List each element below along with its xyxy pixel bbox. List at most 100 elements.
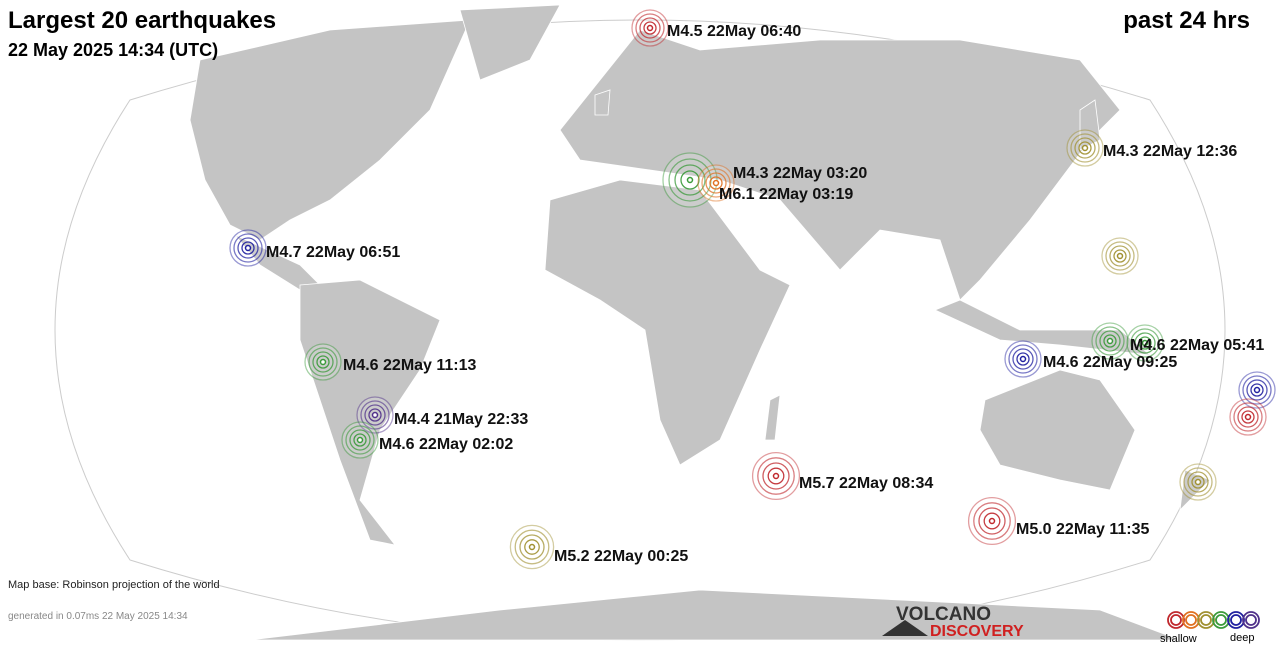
legend-ring — [1182, 611, 1200, 629]
quake-label: M4.6 22May 09:25 — [1043, 354, 1177, 371]
quake-label: M4.6 22May 02:02 — [379, 436, 513, 453]
quake-ring — [368, 408, 382, 422]
quake-ring — [1233, 402, 1263, 432]
legend-ring — [1242, 611, 1260, 629]
logo-line1: VOLCANO — [896, 604, 991, 625]
quake-ring — [1008, 344, 1038, 374]
quake-label: M5.0 22May 11:35 — [1016, 521, 1150, 538]
quake-center — [1116, 252, 1124, 260]
subtitle: 22 May 2025 14:34 (UTC) — [8, 40, 218, 60]
quake-label: M4.7 22May 06:51 — [266, 244, 400, 261]
quake-ring — [1099, 330, 1121, 352]
quake-ring — [1241, 410, 1255, 424]
legend-ring — [1230, 614, 1242, 626]
quake-ring — [1237, 406, 1259, 428]
quake-ring — [1134, 332, 1156, 354]
legend-ring — [1197, 611, 1215, 629]
quake-ring — [241, 241, 255, 255]
quake-ring — [233, 233, 263, 263]
quake-ring — [1187, 471, 1209, 493]
quake-label: M5.7 22May 08:34 — [799, 475, 933, 492]
quake-ring — [524, 539, 540, 555]
quake-ring — [237, 237, 259, 259]
quake-center — [712, 179, 720, 187]
quake-center — [1019, 355, 1027, 363]
quake-ring — [519, 534, 545, 560]
quake-ring — [1070, 133, 1100, 163]
quake-ring — [709, 176, 723, 190]
quake-label: M4.5 22May 06:40 — [667, 23, 801, 40]
quake-ring — [1109, 245, 1131, 267]
quake-ring — [353, 433, 367, 447]
quake-ring — [1103, 334, 1117, 348]
quake-ring — [635, 13, 665, 43]
quake-center — [528, 543, 536, 551]
quake-ring — [345, 425, 375, 455]
quake-ring — [1130, 328, 1160, 358]
quake-center — [244, 244, 252, 252]
quake-ring — [1183, 467, 1213, 497]
quake-ring — [1078, 141, 1092, 155]
landmasses — [189, 4, 1211, 641]
quake-center — [371, 411, 379, 419]
quake-center — [1194, 478, 1202, 486]
quake-ring — [643, 21, 657, 35]
quake-ring — [312, 351, 334, 373]
quake-center — [319, 358, 327, 366]
quake-label: M5.2 22May 00:25 — [554, 548, 688, 565]
quake-ring — [1105, 241, 1135, 271]
legend-shallow: shallow — [1160, 633, 1197, 645]
quake-ring — [701, 168, 731, 198]
quake-ring — [364, 404, 386, 426]
legend-ring — [1245, 614, 1257, 626]
quake-ring — [349, 429, 371, 451]
quake-ring — [308, 347, 338, 377]
quake-ring — [757, 457, 795, 495]
legend-ring — [1200, 614, 1212, 626]
legend-ring — [1167, 611, 1185, 629]
quake-ring — [1250, 383, 1264, 397]
quake-ring — [767, 467, 785, 485]
quake-ring — [1138, 336, 1152, 350]
quake-label: M4.4 21May 22:33 — [394, 411, 528, 428]
quake-center — [772, 472, 780, 480]
quake-center — [686, 176, 694, 184]
quake-center — [1106, 337, 1114, 345]
quake-ring — [360, 400, 390, 430]
generated-note: generated in 0.07ms 22 May 2025 14:34 — [8, 611, 188, 622]
legend-ring — [1185, 614, 1197, 626]
quake-ring — [316, 355, 330, 369]
quake-label: M4.3 22May 03:20 — [733, 165, 867, 182]
quake-center — [1141, 339, 1149, 347]
quake-label: M6.1 22May 03:19 — [719, 186, 853, 203]
logo-line2: DISCOVERY — [930, 623, 1024, 640]
quake-ring — [983, 512, 1001, 530]
quake-ring — [1012, 348, 1034, 370]
quake-ring — [1095, 326, 1125, 356]
logo: VOLCANO DISCOVERY — [882, 604, 1024, 640]
quake-center — [988, 517, 996, 525]
quake-ring — [1074, 137, 1096, 159]
legend-ring — [1212, 611, 1230, 629]
quake-label: M4.6 22May 05:41 — [1130, 337, 1264, 354]
quake-ring — [1246, 379, 1268, 401]
quake-center — [646, 24, 654, 32]
legend-deep: deep — [1230, 632, 1254, 644]
legend-ring — [1215, 614, 1227, 626]
quake-ring — [762, 462, 790, 490]
quake-ring — [973, 502, 1011, 540]
quake-ring — [514, 529, 550, 565]
quake-ring — [639, 17, 661, 39]
quake-ring — [1113, 249, 1127, 263]
quake-center — [1244, 413, 1252, 421]
title: Largest 20 earthquakes — [8, 7, 276, 34]
quake-label: M4.3 22May 12:36 — [1103, 143, 1237, 160]
quake-label: M4.6 22May 11:13 — [343, 357, 477, 374]
quake-ring — [1191, 475, 1205, 489]
legend-ring — [1170, 614, 1182, 626]
period: past 24 hrs — [1123, 7, 1250, 34]
quake-center — [1081, 144, 1089, 152]
quake-ring — [705, 172, 727, 194]
legend-ring — [1227, 611, 1245, 629]
